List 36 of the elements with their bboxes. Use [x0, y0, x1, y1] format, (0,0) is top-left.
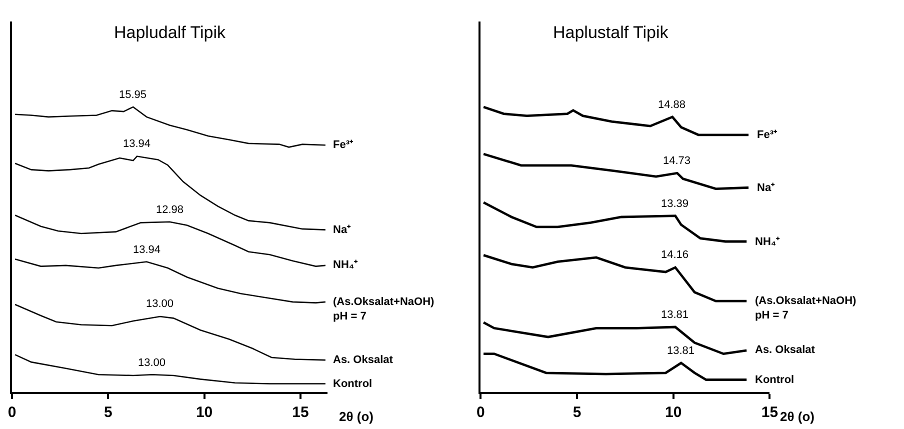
x-tick-label: 10 [665, 404, 682, 421]
series-label: As. Oksalat [333, 354, 394, 366]
chart-title: Haplustalf Tipik [553, 23, 669, 42]
x-tick-label: 5 [104, 404, 112, 421]
annotation: 13.94 [133, 244, 161, 256]
x-tick-label: 0 [8, 404, 16, 421]
x-tick-label: 0 [476, 404, 485, 421]
x-tick-label: 10 [196, 404, 213, 421]
annotation: 15.95 [119, 89, 147, 101]
annotation: 13.81 [667, 345, 695, 357]
series-label: As. Oksalat [755, 344, 816, 356]
x-axis-title: 2θ (o) [339, 409, 374, 424]
annotation: 13.81 [661, 309, 689, 321]
annotation: 12.98 [156, 204, 184, 216]
series-label: NH₄⁺ [755, 236, 780, 248]
series-label: Kontrol [333, 378, 372, 390]
x-tick-label: 15 [292, 404, 309, 421]
annotation: 14.73 [663, 155, 691, 167]
x-tick-label: 5 [572, 404, 582, 421]
annotation: 13.39 [661, 198, 689, 210]
series-label: Na⁺ [333, 224, 352, 236]
series-label: (As.Oksalat+NaOH) pH = 7 [333, 296, 435, 322]
x-axis-title: 2θ (o) [780, 409, 814, 424]
annotation: 13.00 [146, 298, 174, 310]
series-label: Fe³⁺ [757, 129, 778, 141]
annotation: 14.16 [661, 249, 689, 261]
series-label: NH₄⁺ [333, 259, 358, 271]
x-tick-label: 15 [761, 404, 778, 421]
annotation: 14.88 [658, 99, 686, 111]
series-label: Fe³⁺ [333, 139, 354, 151]
series-label: (As.Oksalat+NaOH) pH = 7 [755, 295, 857, 322]
annotation: 13.00 [138, 357, 166, 369]
series-label: Kontrol [755, 374, 794, 386]
series-label: Na⁺ [757, 182, 776, 194]
chart-title: Hapludalf Tipik [114, 23, 226, 42]
annotation: 13.94 [123, 138, 151, 150]
